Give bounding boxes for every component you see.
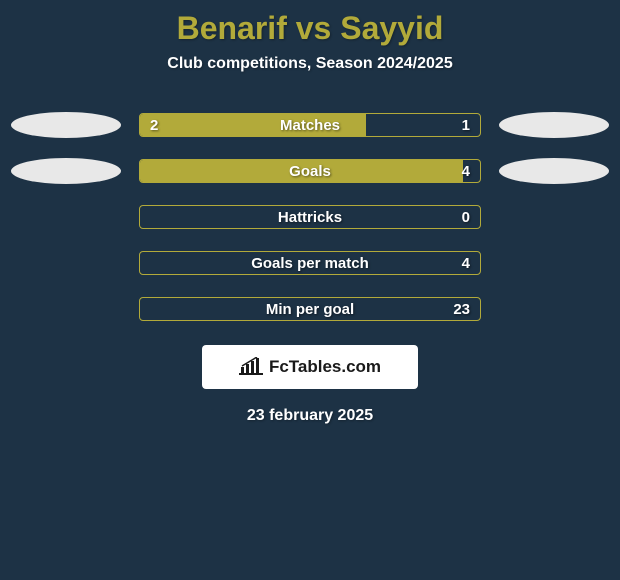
stat-value-right: 4: [462, 160, 470, 182]
player-left-pill: [11, 158, 121, 184]
stat-bar: Matches2 1: [139, 113, 481, 137]
page-subtitle: Club competitions, Season 2024/2025: [0, 55, 620, 73]
chart-icon: [239, 357, 263, 377]
brand-badge[interactable]: FcTables.com: [202, 345, 418, 389]
stat-row: Goals per match4: [0, 251, 620, 275]
stat-value-right: 23: [453, 298, 470, 320]
player-left-pill: [11, 112, 121, 138]
stat-label: Matches: [140, 114, 480, 136]
stat-row: Min per goal23: [0, 297, 620, 321]
stat-value-left: 2: [150, 114, 158, 136]
stat-label: Goals per match: [140, 252, 480, 274]
stat-row: Matches2 1: [0, 113, 620, 137]
stat-bar: Goals4: [139, 159, 481, 183]
brand-text: FcTables.com: [269, 357, 381, 377]
stat-value-right: 4: [462, 252, 470, 274]
player-right-pill: [499, 158, 609, 184]
stat-row: Hattricks0: [0, 205, 620, 229]
stat-value-right: 1: [462, 114, 470, 136]
stat-rows: Matches21Goals4Hattricks0Goals per match…: [0, 113, 620, 321]
page-title: Benarif vs Sayyid: [0, 10, 620, 47]
comparison-card: Benarif vs Sayyid Club competitions, Sea…: [0, 0, 620, 580]
stat-row: Goals4: [0, 159, 620, 183]
stat-bar: Hattricks0: [139, 205, 481, 229]
stat-label: Min per goal: [140, 298, 480, 320]
player-right-pill: [499, 112, 609, 138]
stat-label: Hattricks: [140, 206, 480, 228]
stat-value-right: 0: [462, 206, 470, 228]
stat-bar: Goals per match4: [139, 251, 481, 275]
stat-bar: Min per goal23: [139, 297, 481, 321]
stat-label: Goals: [140, 160, 480, 182]
footer-date: 23 february 2025: [0, 407, 620, 425]
